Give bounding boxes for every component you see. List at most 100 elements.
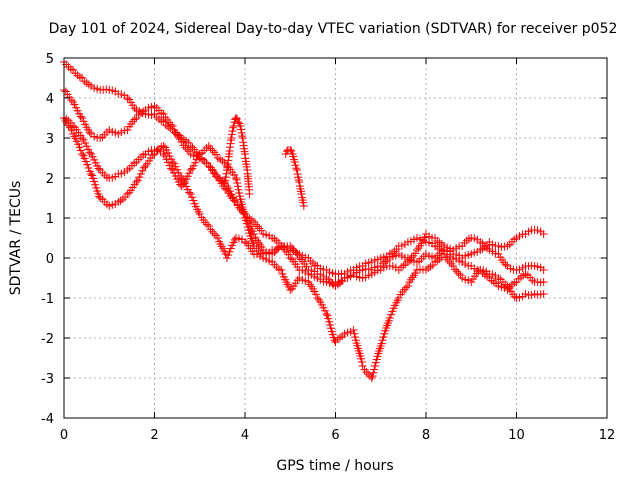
point-track-d-14 <box>186 190 195 198</box>
point-track-c-11-5 <box>167 164 176 173</box>
point-track-d-34-3 <box>370 365 379 374</box>
point-track-b-7-4 <box>130 115 139 124</box>
point-track-c-19-3 <box>233 182 242 191</box>
point-track-d-35-2 <box>378 336 387 345</box>
point-track-d-18-6 <box>230 235 239 244</box>
point-track-e-17-3 <box>294 176 303 185</box>
y-tick-label-0: 0 <box>46 252 54 267</box>
point-track-c-38-4 <box>411 249 420 258</box>
point-track-a-21-3 <box>255 224 264 233</box>
point-track-b-21 <box>250 230 259 238</box>
point-track-e-19 <box>297 190 306 198</box>
point-track-e-17 <box>293 166 302 174</box>
point-track-d-28-5 <box>320 306 329 315</box>
point-track-d-8-2 <box>135 173 144 182</box>
point-track-d-13-1 <box>179 176 188 185</box>
point-track-d-35-3 <box>379 332 388 341</box>
y-tick-label--4: -4 <box>41 412 54 427</box>
point-track-d-29-5 <box>326 324 335 333</box>
point-track-d-9-4 <box>148 151 157 160</box>
point-track-c-14-4 <box>192 155 201 164</box>
point-track-b-12 <box>168 122 177 130</box>
point-track-c-19-13 <box>240 210 249 219</box>
point-track-b-1-1 <box>70 100 79 109</box>
y-tick-label--3: -3 <box>41 372 54 387</box>
point-track-b-24-4 <box>284 250 293 259</box>
point-track-a-21-2 <box>253 222 262 231</box>
x-tick-label-10: 10 <box>508 428 525 443</box>
point-track-e-4 <box>229 122 238 130</box>
point-track-d-8 <box>132 178 141 186</box>
point-track-c-25-2 <box>289 246 298 255</box>
point-track-d-29 <box>322 310 331 318</box>
point-track-c-19-2 <box>233 178 242 187</box>
point-track-a-7 <box>123 94 132 102</box>
point-track-a-21-4 <box>257 226 266 235</box>
point-track-d-34-2 <box>369 368 378 377</box>
point-track-a-21-1 <box>251 220 260 229</box>
point-track-e-0-3 <box>222 169 231 178</box>
point-track-d-42 <box>440 250 449 258</box>
point-track-d-12 <box>168 158 177 166</box>
point-track-d-53 <box>539 290 548 298</box>
point-track-d-38-3 <box>408 273 417 282</box>
point-track-c-39 <box>412 246 421 254</box>
point-track-d-2-5 <box>84 163 93 172</box>
point-track-d-34-1 <box>368 372 377 381</box>
point-track-a-14 <box>186 142 195 150</box>
point-track-d-29-3 <box>325 317 334 326</box>
point-track-c-16-4 <box>212 150 221 159</box>
point-track-e-11 <box>245 190 254 198</box>
point-track-b-7 <box>123 126 132 134</box>
point-track-b-13 <box>177 138 186 146</box>
point-track-d-12-5 <box>176 172 185 181</box>
point-track-c-20-1 <box>241 216 250 225</box>
point-track-d-25 <box>286 286 295 294</box>
x-tick-label-8: 8 <box>422 428 430 443</box>
point-track-e-7-1 <box>237 125 246 134</box>
point-track-e-3-3 <box>229 123 238 132</box>
y-tick-label-3: 3 <box>46 132 54 147</box>
point-track-d-15-4 <box>202 220 211 229</box>
point-track-e-0 <box>220 178 229 186</box>
point-track-d-37 <box>394 294 403 302</box>
point-track-e-7-2 <box>237 128 246 137</box>
point-track-b-18-2 <box>225 187 234 196</box>
point-track-b-25 <box>286 254 295 262</box>
point-track-b-12-4 <box>174 133 183 142</box>
point-track-c-19-5 <box>235 189 244 198</box>
point-track-d-17 <box>213 234 222 242</box>
point-track-d-34-4 <box>370 362 379 371</box>
point-track-d-13-5 <box>185 188 194 197</box>
point-track-a-53 <box>539 278 548 286</box>
point-track-d-29-4 <box>326 320 335 329</box>
point-track-b-21-4 <box>256 240 265 249</box>
point-track-d-0-1 <box>61 116 70 125</box>
point-track-d-3-4 <box>91 180 100 189</box>
point-track-b-24-1 <box>279 243 288 252</box>
point-track-d-8-5 <box>139 163 148 172</box>
point-track-d-14-1 <box>187 193 196 202</box>
point-track-b-16 <box>204 162 213 170</box>
point-track-d-2-4 <box>83 160 92 169</box>
point-track-d-14-6 <box>194 207 203 216</box>
point-track-c-19-1 <box>232 175 241 184</box>
x-tick-label-2: 2 <box>150 428 158 443</box>
point-track-c-38-2 <box>407 253 416 262</box>
x-tick-label-12: 12 <box>599 428 616 443</box>
point-track-d-1-6 <box>76 146 85 155</box>
point-track-a-7-4 <box>130 104 139 113</box>
point-track-d-11 <box>159 142 168 150</box>
point-track-b-53 <box>539 230 548 238</box>
point-track-c-48 <box>494 250 503 258</box>
point-track-e-3 <box>227 134 236 142</box>
point-track-c-53 <box>539 266 548 274</box>
point-track-d-43-3 <box>454 269 463 278</box>
point-track-c-39-5 <box>420 233 429 242</box>
y-tick-label--1: -1 <box>41 292 54 307</box>
x-tick-label-4: 4 <box>241 428 249 443</box>
point-track-e-7 <box>236 122 245 130</box>
point-track-d-7 <box>123 190 132 198</box>
point-track-d-27-5 <box>311 290 320 299</box>
point-track-b-18-5 <box>230 196 239 205</box>
